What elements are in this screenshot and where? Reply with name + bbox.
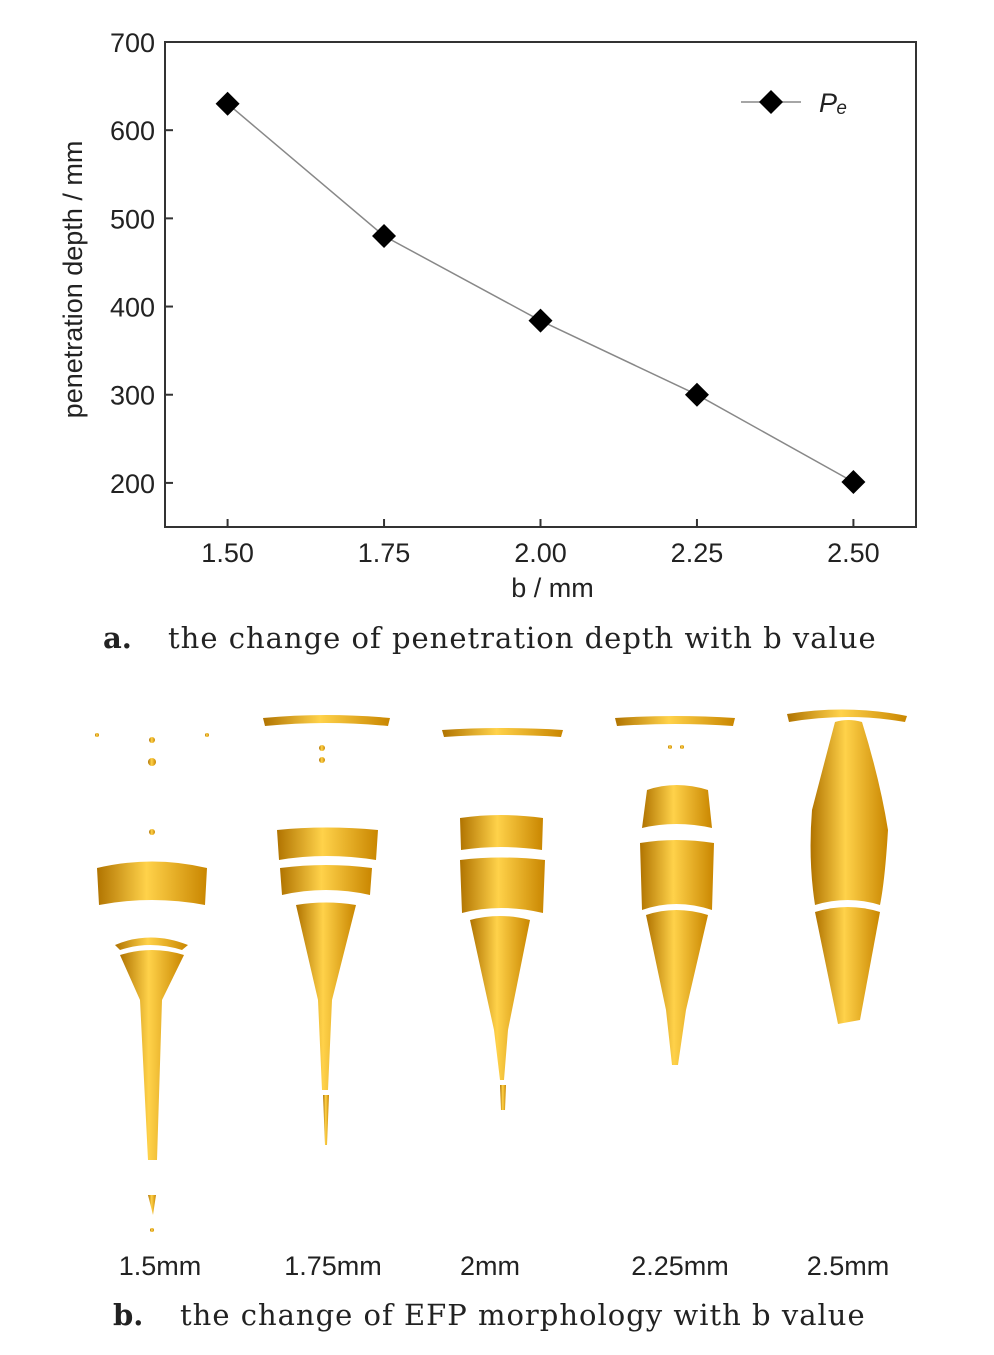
legend-marker [759, 90, 783, 114]
figure-b-labels: 1.5mm 1.75mm 2mm 2.25mm 2.5mm [119, 1251, 890, 1281]
y-axis-label: penetration depth / mm [58, 141, 88, 419]
data-line [227, 103, 854, 483]
efp-morphology-image [95, 709, 907, 1232]
legend-label: Pₑ [819, 88, 847, 118]
x-axis-label: b / mm [511, 573, 594, 603]
data-point [372, 224, 397, 248]
x-tick-label: 1.75 [358, 538, 411, 568]
data-point [528, 308, 553, 333]
size-label: 2.5mm [807, 1251, 890, 1281]
x-tick-label: 2.00 [514, 538, 567, 568]
size-label: 2mm [460, 1251, 520, 1281]
y-tick-label: 500 [110, 204, 155, 234]
y-tick-label: 700 [110, 28, 155, 58]
caption-text: the change of penetration depth with b v… [168, 621, 877, 655]
chart: 200 300 400 500 600 700 1.50 1.75 2.00 2.25 2.50 b … [58, 28, 917, 603]
y-tick-label: 200 [110, 469, 155, 499]
x-tick-label: 1.50 [201, 538, 254, 568]
x-tick-label: 2.25 [671, 538, 724, 568]
data-point [684, 382, 709, 407]
y-tick-label: 400 [110, 293, 155, 323]
size-label: 1.5mm [119, 1251, 202, 1281]
caption-label: b. [113, 1298, 143, 1332]
data-point [841, 470, 866, 495]
size-label: 1.75mm [284, 1251, 382, 1281]
size-label: 2.25mm [631, 1251, 729, 1281]
y-tick-label: 600 [110, 116, 155, 146]
y-tick-label: 300 [110, 381, 155, 411]
caption-label: a. [103, 621, 132, 655]
caption-text: the change of EFP morphology with b valu… [180, 1298, 866, 1332]
x-tick-label: 2.50 [827, 538, 880, 568]
data-point [215, 91, 240, 116]
